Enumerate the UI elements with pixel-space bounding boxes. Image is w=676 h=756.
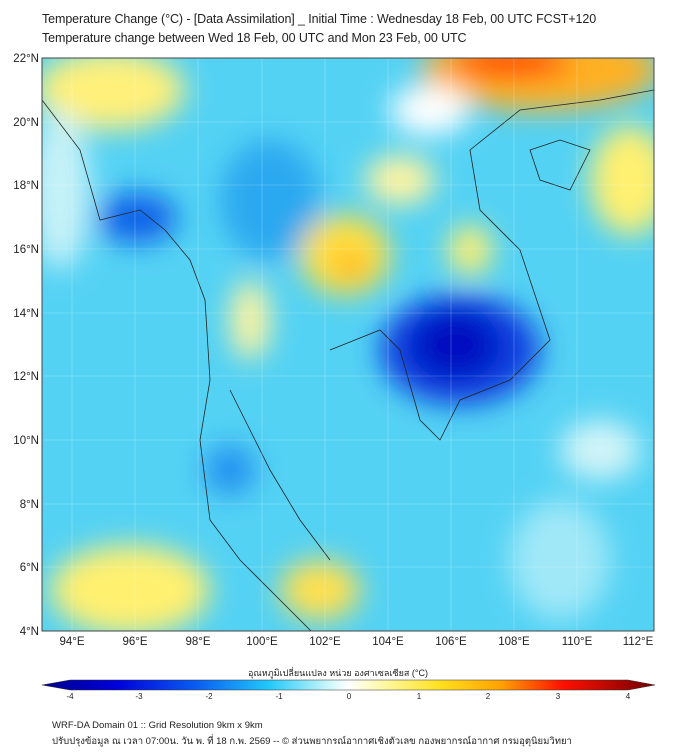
colorbar-gradient <box>41 679 656 691</box>
lat-label: 16°N <box>13 244 39 256</box>
lon-label: 106°E <box>435 636 467 648</box>
title-line-1: Temperature Change (°C) - [Data Assimila… <box>42 12 597 26</box>
lon-label: 104°E <box>372 636 404 648</box>
colorbar-tick: -2 <box>205 692 213 701</box>
lat-label: 12°N <box>13 371 39 383</box>
footer-line-1: WRF-DA Domain 01 :: Grid Resolution 9km … <box>52 720 263 731</box>
colorbar: -4 -3 -2 -1 0 1 2 3 4 <box>41 679 656 701</box>
lat-label: 18°N <box>13 180 39 192</box>
lon-label: 112°E <box>623 636 654 648</box>
longitude-labels: 94°E 96°E 98°E 100°E 102°E 104°E 106°E 1… <box>59 636 653 648</box>
lat-label: 14°N <box>13 308 39 320</box>
colorbar-tick: 3 <box>556 692 561 701</box>
lon-label: 98°E <box>185 636 210 648</box>
colorbar-tick: -1 <box>275 692 283 701</box>
lat-label: 10°N <box>13 435 39 447</box>
footer-line-2: ปรับปรุงข้อมูล ณ เวลา 07:00น. วัน พ. ที่… <box>52 736 572 747</box>
lon-label: 94°E <box>59 636 84 648</box>
colorbar-tick: 1 <box>417 692 422 701</box>
colorbar-tick: -4 <box>66 692 74 701</box>
latitude-labels: 22°N 20°N 18°N 16°N 14°N 12°N 10°N 8°N 6… <box>13 53 39 638</box>
title-line-2: Temperature change between Wed 18 Feb, 0… <box>42 31 467 45</box>
colorbar-tick: 2 <box>486 692 491 701</box>
lon-label: 96°E <box>122 636 147 648</box>
temperature-field <box>42 58 654 631</box>
lon-label: 100°E <box>246 636 278 648</box>
gridlines <box>42 58 654 631</box>
colorbar-label: อุณหภูมิเปลี่ยนแปลง หน่วย องศาเซลเซียส (… <box>248 668 428 678</box>
lat-label: 20°N <box>13 117 39 129</box>
lat-label: 6°N <box>20 562 39 574</box>
coastlines <box>42 89 654 631</box>
lat-label: 4°N <box>20 626 39 638</box>
lon-label: 102°E <box>309 636 341 648</box>
colorbar-tick: 4 <box>626 692 631 701</box>
lat-label: 8°N <box>20 499 39 511</box>
colorbar-tick: 0 <box>347 692 352 701</box>
lon-label: 110°E <box>562 636 593 648</box>
lon-label: 108°E <box>498 636 530 648</box>
colorbar-tick: -3 <box>135 692 143 701</box>
lat-label: 22°N <box>13 53 39 65</box>
